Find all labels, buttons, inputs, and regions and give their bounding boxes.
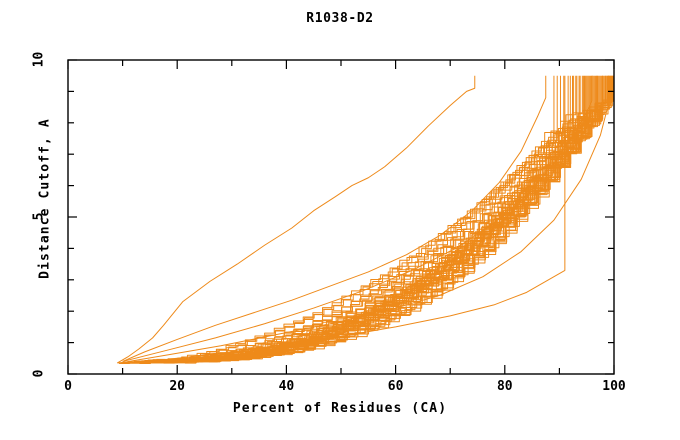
y-tick-label: 5 bbox=[31, 212, 47, 221]
x-tick-label: 20 bbox=[169, 379, 186, 394]
y-tick-label: 10 bbox=[31, 51, 47, 68]
axes-frame-layer bbox=[67, 59, 615, 375]
data-curves-layer bbox=[116, 75, 614, 364]
x-tick-label: 0 bbox=[64, 379, 72, 394]
x-tick-label: 80 bbox=[496, 379, 513, 394]
y-tick-label: 0 bbox=[31, 369, 47, 378]
page-title: R1038-D2 bbox=[306, 11, 374, 26]
x-tick-label: 100 bbox=[602, 379, 626, 394]
x-tick-label: 40 bbox=[278, 379, 295, 394]
x-tick-label: 60 bbox=[387, 379, 404, 394]
y-axis-title: Distance Cutoff, A bbox=[37, 118, 53, 279]
x-axis-title: Percent of Residues (CA) bbox=[232, 401, 448, 416]
